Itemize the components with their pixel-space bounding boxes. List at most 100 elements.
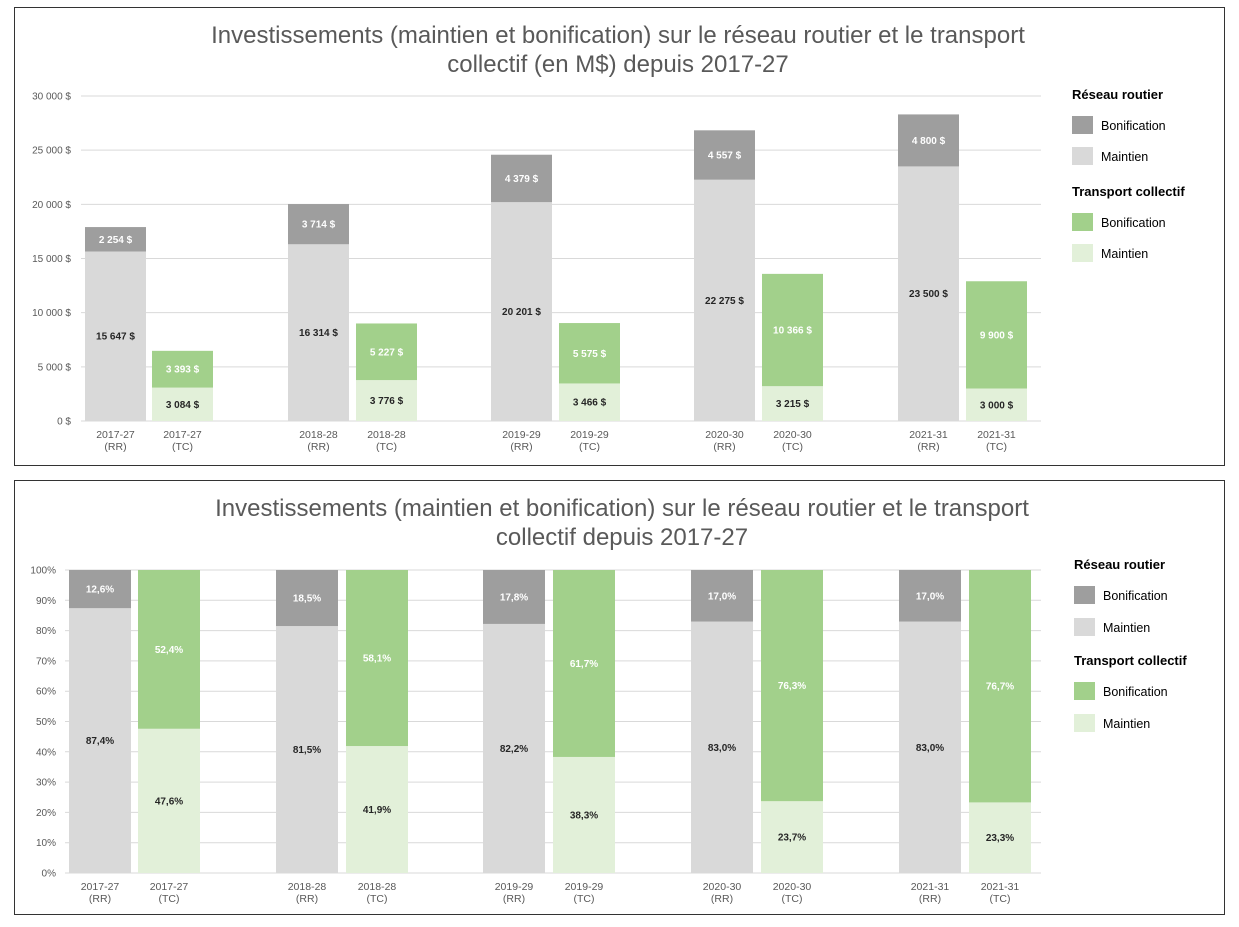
data-label-maintien: 41,9% [363,805,391,816]
bar-bonification [483,570,545,624]
bar-maintien [762,386,823,421]
legend-item-label: Bonification [1103,589,1168,603]
bar-bonification [288,204,349,245]
bar-maintien [346,746,408,873]
data-label-maintien: 47,6% [155,796,183,807]
x-category-label: 2021-31 [977,429,1016,441]
x-category-label: (TC) [579,441,600,453]
data-label-maintien: 3 215 $ [776,399,810,410]
bar-bonification [69,570,131,609]
bar-bonification [898,114,959,167]
x-category-label: (TC) [990,893,1011,905]
bar-maintien [85,251,146,421]
x-category-label: 2021-31 [981,881,1020,893]
x-category-label: 2018-28 [288,881,327,893]
legend-item-label: Bonification [1103,685,1168,699]
legend-group-title: Réseau routier [1074,557,1165,572]
data-label-maintien: 3 084 $ [166,400,200,411]
data-label-bonification: 3 393 $ [166,365,200,376]
legend-swatch [1074,618,1095,636]
bar-bonification [762,273,823,387]
data-label-bonification: 17,0% [708,591,736,602]
x-category-label: 2018-28 [358,881,397,893]
x-category-label: 2017-27 [150,881,189,893]
data-label-bonification: 12,6% [86,585,114,596]
data-label-bonification: 5 227 $ [370,347,404,358]
legend-group-title: Transport collectif [1072,184,1185,199]
legend-swatch [1074,586,1095,604]
y-tick-label: 25 000 $ [32,146,71,157]
x-category-label: (TC) [172,441,193,453]
y-tick-label: 70% [36,656,56,667]
legend-item-label: Maintien [1101,150,1148,164]
x-category-label: 2017-27 [96,429,135,441]
y-tick-label: 80% [36,626,56,637]
x-category-label: (TC) [159,893,180,905]
chart-panel-amounts: Investissements (maintien et bonificatio… [14,7,1225,466]
data-label-maintien: 16 314 $ [299,328,338,339]
data-label-maintien: 3 466 $ [573,398,607,409]
y-tick-label: 90% [36,596,56,607]
bar-bonification [276,570,338,627]
legend-group-title: Transport collectif [1074,653,1187,668]
y-tick-label: 15 000 $ [32,254,71,265]
bar-bonification [356,323,417,381]
amounts-chart: Investissements (maintien et bonificatio… [32,22,1185,453]
y-tick-label: 40% [36,747,56,758]
bar-bonification [491,154,552,203]
legend-swatch [1072,244,1093,262]
data-label-maintien: 3 776 $ [370,396,404,407]
y-tick-label: 0% [42,869,57,880]
x-category-label: (RR) [917,441,939,453]
x-category-label: (TC) [574,893,595,905]
bar-maintien [138,728,200,873]
x-category-label: 2017-27 [81,881,120,893]
data-label-maintien: 83,0% [708,743,736,754]
x-category-label: 2017-27 [163,429,202,441]
legend-item-label: Bonification [1101,119,1166,133]
legend-swatch [1072,147,1093,165]
y-tick-label: 20% [36,808,56,819]
data-label-bonification: 4 557 $ [708,151,742,162]
legend-item-label: Maintien [1101,247,1148,261]
legend-swatch [1072,116,1093,134]
chart-panel-percentages: Investissements (maintien et bonificatio… [14,480,1225,915]
bar-bonification [553,570,615,757]
bar-maintien [761,801,823,873]
chart-title-line: Investissements (maintien et bonificatio… [215,495,1029,522]
bar-maintien [966,388,1027,421]
legend-swatch [1072,213,1093,231]
x-category-label: (TC) [782,893,803,905]
data-label-maintien: 82,2% [500,744,528,755]
x-category-label: 2021-31 [909,429,948,441]
legend-item-label: Maintien [1103,717,1150,731]
chart-title-line: Investissements (maintien et bonificatio… [211,22,1025,49]
bar-bonification [559,323,620,384]
bar-maintien [899,621,961,873]
bar-maintien [288,244,349,421]
x-category-label: 2019-29 [502,429,541,441]
y-tick-label: 30 000 $ [32,92,71,103]
y-tick-label: 0 $ [57,417,71,428]
data-label-maintien: 15 647 $ [96,332,135,343]
data-label-bonification: 52,4% [155,645,183,656]
y-tick-label: 30% [36,778,56,789]
bar-bonification [346,570,408,747]
data-label-maintien: 23,3% [986,833,1014,844]
bar-maintien [152,387,213,421]
data-label-maintien: 83,0% [916,743,944,754]
bar-bonification [691,570,753,622]
y-tick-label: 20 000 $ [32,200,71,211]
data-label-bonification: 17,8% [500,592,528,603]
bar-maintien [694,179,755,421]
data-label-bonification: 61,7% [570,659,598,670]
bar-maintien [69,608,131,873]
data-label-maintien: 3 000 $ [980,400,1014,411]
y-tick-label: 5 000 $ [38,362,72,373]
data-label-bonification: 76,3% [778,681,806,692]
legend-swatch [1074,714,1095,732]
data-label-maintien: 22 275 $ [705,296,744,307]
x-category-label: 2020-30 [773,429,812,441]
data-label-bonification: 9 900 $ [980,330,1014,341]
x-category-label: 2021-31 [911,881,950,893]
